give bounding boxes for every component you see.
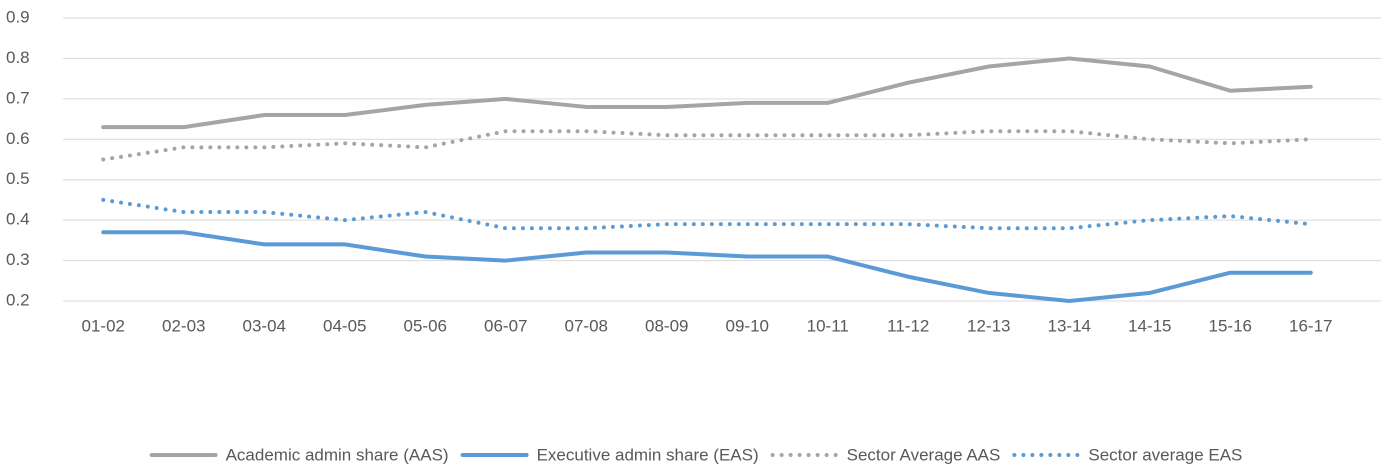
y-tick-label: 0.4 xyxy=(6,210,30,229)
y-tick-label: 0.9 xyxy=(6,7,30,26)
x-tick-label: 15-16 xyxy=(1209,316,1252,335)
legend-label: Sector Average AAS xyxy=(847,445,1001,464)
x-tick-label: 02-03 xyxy=(162,316,205,335)
series-line xyxy=(101,230,1313,303)
x-tick-label: 13-14 xyxy=(1048,316,1091,335)
x-tick-label: 03-04 xyxy=(243,316,286,335)
x-tick-label: 01-02 xyxy=(82,316,125,335)
y-tick-label: 0.3 xyxy=(6,250,30,269)
y-tick-label: 0.7 xyxy=(6,88,30,107)
y-tick-label: 0.8 xyxy=(6,48,30,67)
x-tick-label: 12-13 xyxy=(967,316,1010,335)
legend-label: Academic admin share (AAS) xyxy=(226,445,449,464)
y-tick-label: 0.5 xyxy=(6,169,30,188)
x-tick-label: 05-06 xyxy=(404,316,447,335)
x-tick-label: 04-05 xyxy=(323,316,366,335)
x-tick-label: 09-10 xyxy=(726,316,769,335)
x-tick-label: 10-11 xyxy=(807,316,849,335)
series-line xyxy=(101,129,1313,162)
legend-label: Executive admin share (EAS) xyxy=(537,445,759,464)
x-tick-label: 08-09 xyxy=(645,316,688,335)
x-tick-label: 07-08 xyxy=(565,316,608,335)
legend-label: Sector average EAS xyxy=(1088,445,1242,464)
y-tick-label: 0.2 xyxy=(6,290,30,309)
series-line xyxy=(101,56,1313,130)
x-tick-label: 14-15 xyxy=(1128,316,1171,335)
x-tick-label: 06-07 xyxy=(484,316,527,335)
series-line xyxy=(101,197,1313,231)
y-tick-label: 0.6 xyxy=(6,129,30,148)
x-tick-label: 11-12 xyxy=(887,316,929,335)
x-tick-label: 16-17 xyxy=(1289,316,1332,335)
